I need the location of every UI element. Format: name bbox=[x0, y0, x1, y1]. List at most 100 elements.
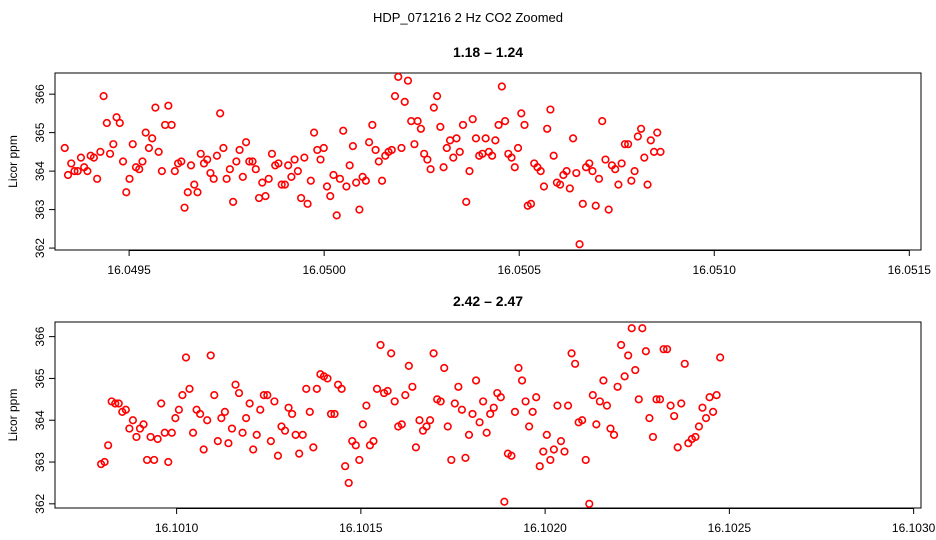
data-point bbox=[404, 361, 413, 370]
x-tick-label: 16.0495 bbox=[107, 263, 151, 277]
y-tick-label: 362 bbox=[33, 238, 47, 258]
data-point bbox=[99, 91, 108, 101]
data-point bbox=[422, 422, 431, 431]
data-point bbox=[355, 455, 364, 465]
data-point bbox=[291, 430, 300, 439]
data-point bbox=[390, 91, 400, 101]
data-point bbox=[287, 172, 296, 181]
data-point bbox=[536, 167, 545, 176]
data-point bbox=[67, 159, 76, 168]
data-point bbox=[500, 116, 510, 126]
data-point bbox=[486, 409, 495, 419]
data-point bbox=[316, 155, 325, 164]
data-point bbox=[183, 188, 192, 197]
panel-title: 2.42 – 2.47 bbox=[453, 293, 523, 309]
data-point bbox=[571, 359, 580, 368]
data-point bbox=[339, 126, 348, 135]
data-point bbox=[288, 409, 297, 419]
data-point bbox=[588, 391, 597, 400]
data-point bbox=[361, 176, 370, 185]
data-point bbox=[93, 174, 102, 183]
data-point bbox=[139, 420, 148, 429]
y-tick-label: 362 bbox=[33, 493, 47, 513]
data-point bbox=[562, 167, 571, 176]
data-point bbox=[312, 384, 321, 393]
data-point bbox=[659, 345, 668, 354]
data-point bbox=[611, 165, 620, 174]
data-point bbox=[160, 428, 169, 437]
data-point bbox=[157, 167, 166, 176]
data-point bbox=[193, 188, 202, 197]
data-point bbox=[413, 116, 422, 126]
data-point bbox=[238, 428, 247, 437]
data-point bbox=[489, 403, 498, 412]
data-point bbox=[549, 151, 558, 160]
data-point bbox=[219, 143, 228, 153]
data-point bbox=[465, 167, 474, 176]
data-point bbox=[371, 145, 380, 155]
data-point bbox=[178, 391, 187, 400]
data-point bbox=[617, 159, 626, 168]
data-point bbox=[662, 345, 672, 354]
data-point bbox=[249, 445, 258, 454]
data-point bbox=[553, 401, 562, 410]
data-point bbox=[73, 167, 82, 176]
y-tick-label: 366 bbox=[33, 326, 47, 346]
data-point bbox=[170, 167, 179, 176]
data-point bbox=[83, 167, 92, 176]
data-point bbox=[568, 134, 578, 143]
data-point bbox=[224, 439, 233, 448]
data-point bbox=[190, 180, 199, 189]
data-point bbox=[624, 140, 633, 149]
data-point bbox=[345, 161, 354, 170]
data-point bbox=[227, 424, 237, 433]
data-point bbox=[436, 397, 445, 406]
data-point bbox=[666, 401, 675, 410]
data-point bbox=[181, 353, 191, 362]
data-point bbox=[206, 351, 215, 360]
y-tick-label: 364 bbox=[33, 161, 47, 181]
data-point bbox=[118, 157, 128, 166]
data-point bbox=[196, 409, 205, 419]
data-point bbox=[436, 122, 445, 131]
data-point bbox=[302, 384, 311, 393]
data-point bbox=[295, 449, 304, 458]
data-point bbox=[698, 403, 707, 412]
data-point bbox=[443, 422, 452, 431]
data-point bbox=[403, 76, 413, 85]
data-point bbox=[653, 128, 662, 137]
data-point bbox=[297, 193, 306, 203]
data-point bbox=[457, 405, 467, 414]
data-point bbox=[462, 197, 471, 206]
data-point bbox=[606, 424, 615, 433]
data-point bbox=[627, 176, 636, 185]
data-point bbox=[161, 120, 170, 130]
data-point bbox=[588, 167, 597, 176]
data-point bbox=[452, 134, 461, 143]
data-point bbox=[475, 418, 484, 427]
x-tick-label: 16.1015 bbox=[339, 521, 383, 535]
data-point bbox=[309, 128, 319, 137]
data-point bbox=[532, 393, 541, 402]
data-point bbox=[712, 391, 721, 400]
data-point bbox=[464, 430, 474, 439]
data-point bbox=[142, 455, 152, 465]
data-point bbox=[213, 437, 222, 446]
data-point bbox=[439, 163, 448, 172]
data-point bbox=[520, 120, 529, 130]
y-axis-label: Licor ppm bbox=[6, 135, 20, 188]
data-point bbox=[655, 395, 665, 404]
data-point bbox=[352, 178, 361, 187]
data-point bbox=[298, 430, 307, 439]
data-point bbox=[185, 384, 194, 393]
data-point bbox=[394, 72, 403, 81]
x-tick-label: 16.1010 bbox=[155, 521, 199, 535]
data-point bbox=[132, 432, 141, 442]
data-point bbox=[326, 192, 335, 201]
data-point bbox=[507, 451, 516, 460]
x-tick-label: 16.0510 bbox=[693, 263, 737, 277]
data-point bbox=[344, 478, 353, 488]
data-point bbox=[560, 447, 569, 456]
data-point bbox=[546, 105, 555, 114]
data-point bbox=[575, 240, 584, 249]
